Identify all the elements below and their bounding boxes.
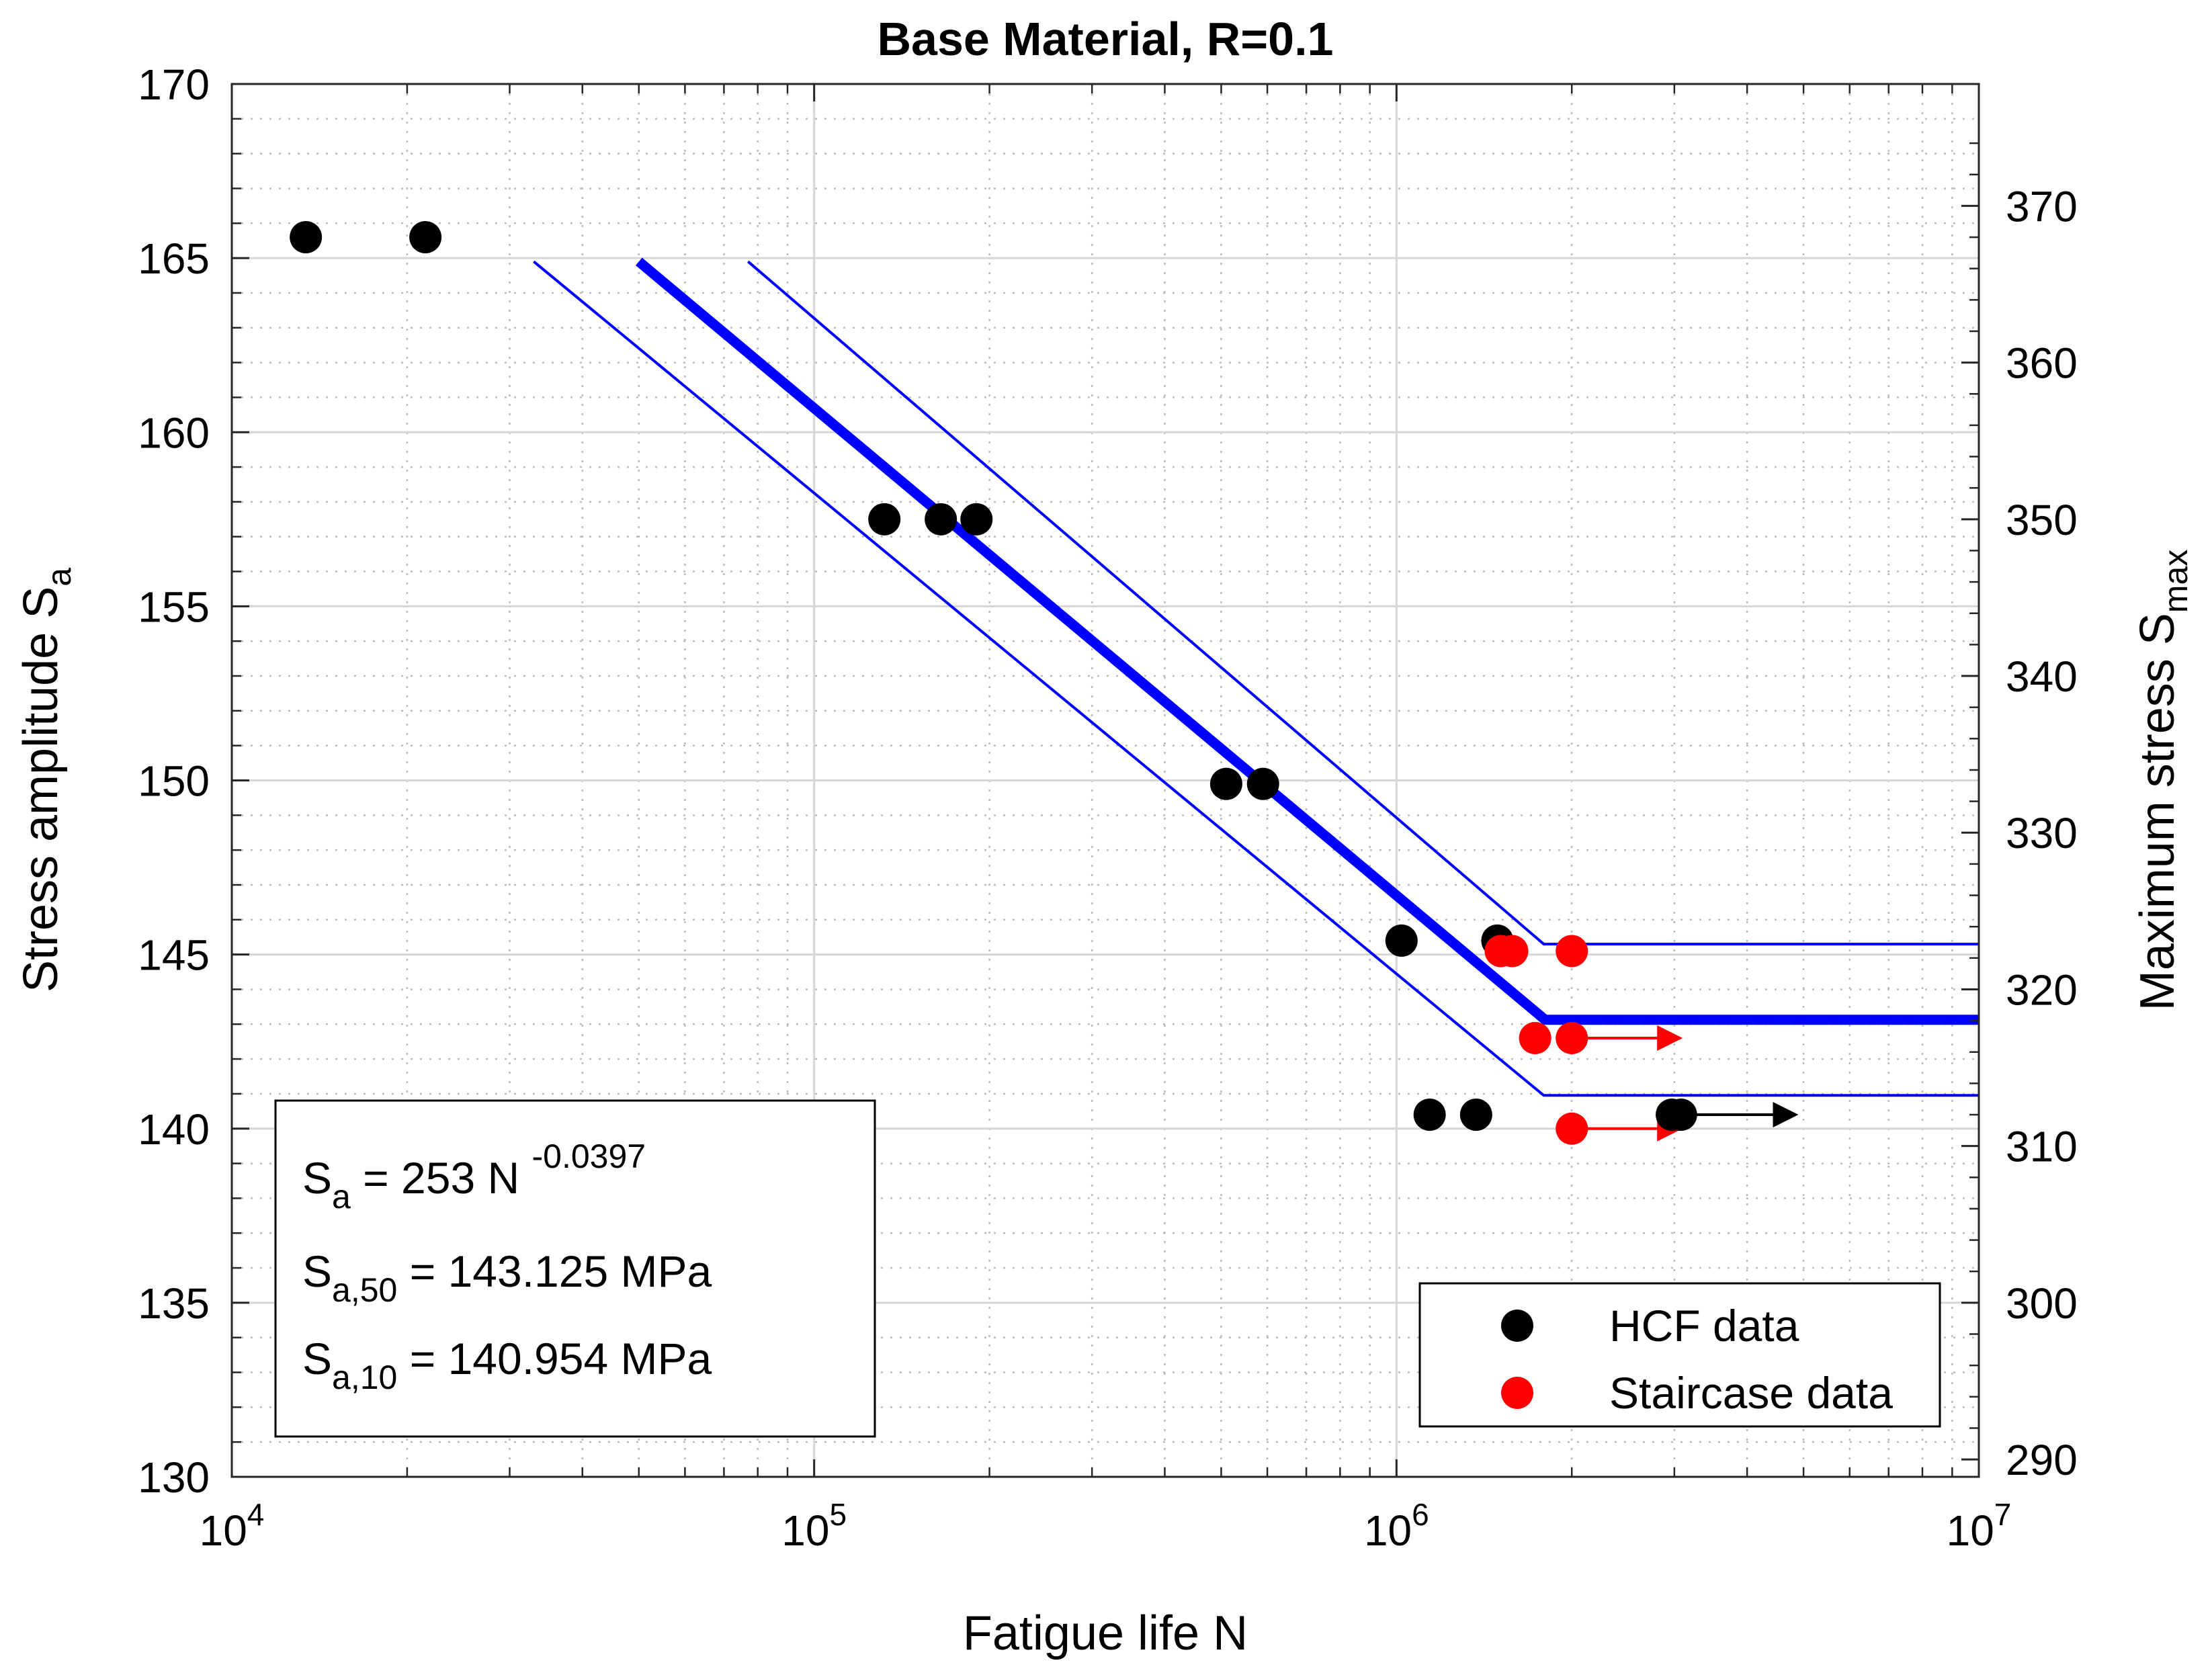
y2-tick-label: 290 — [2006, 1436, 2078, 1484]
eq1-sub: a — [332, 1178, 351, 1215]
y2-tick-label: 320 — [2006, 966, 2078, 1014]
y-tick-labels: 130 135 140 145 150 155 160 165 170 — [138, 60, 210, 1502]
y-tick-label: 135 — [138, 1279, 210, 1328]
eq3-rest: = 140.954 MPa — [397, 1334, 712, 1383]
chart-title: Base Material, R=0.1 — [878, 13, 1334, 65]
data-points — [290, 221, 1697, 1145]
hcf-data-point — [1385, 924, 1418, 957]
sn-curve-upper — [747, 260, 1979, 946]
y2-axis-label: Maximum stress Smax — [2131, 550, 2195, 1011]
equation-line-3: Sa,10 = 140.954 MPa — [302, 1334, 712, 1396]
y2-tick-label: 370 — [2006, 182, 2078, 230]
hcf-data-point — [290, 221, 323, 254]
eq2-main: S — [302, 1246, 332, 1296]
y-tick-label: 150 — [138, 757, 210, 806]
staircase-data-point — [1496, 935, 1529, 968]
y-tick-label: 165 — [138, 234, 210, 283]
staircase-data-point — [1556, 1022, 1588, 1055]
legend-label-staircase: Staircase data — [1609, 1368, 1893, 1418]
sn-curve-lower — [533, 260, 1979, 1097]
y-tick-label: 160 — [138, 409, 210, 457]
x-axis-label: Fatigue life N — [963, 1607, 1248, 1660]
hcf-data-point — [925, 503, 958, 536]
y-tick-label: 130 — [138, 1453, 210, 1502]
hcf-data-point — [960, 503, 993, 536]
y-tick-label: 140 — [138, 1105, 210, 1154]
y2-tick-label: 330 — [2006, 809, 2078, 857]
y2-tick-labels: 290 300 310 320 330 340 350 360 370 — [2006, 182, 2078, 1484]
staircase-data-point — [1556, 935, 1588, 968]
y2-axis-label-main: Maximum stress S — [2131, 613, 2184, 1011]
hcf-data-point — [1664, 1099, 1697, 1131]
y2-tick-label: 310 — [2006, 1123, 2078, 1171]
y-axis-label-sub: a — [40, 568, 78, 587]
y-axis-label-main: Stress amplitude S — [14, 587, 68, 992]
runout-arrow-head — [1657, 1025, 1683, 1052]
y2-axis-label-sub: max — [2157, 550, 2195, 613]
hcf-data-point — [1413, 1099, 1446, 1131]
legend: HCF data Staircase data — [1418, 1282, 1941, 1428]
equation-box: Sa = 253 N -0.0397 Sa,50 = 143.125 MPa S… — [274, 1099, 876, 1438]
x-tick-labels: 104 105 106 107 — [200, 1497, 2012, 1555]
y-tick-label: 155 — [138, 583, 210, 631]
hcf-data-point — [1459, 1099, 1492, 1131]
y-tick-label: 145 — [138, 931, 210, 980]
x-tick-exponent: 4 — [247, 1497, 265, 1532]
x-tick-label: 105 — [781, 1497, 847, 1555]
eq1-sup: -0.0397 — [532, 1138, 646, 1175]
equation-line-2: Sa,50 = 143.125 MPa — [302, 1246, 712, 1309]
hcf-data-point — [1209, 767, 1242, 800]
equation-box-frame — [274, 1099, 876, 1438]
legend-marker-staircase — [1501, 1377, 1533, 1409]
eq2-sub: a,50 — [332, 1271, 397, 1309]
eq3-sub: a,10 — [332, 1359, 397, 1396]
x-tick-label: 104 — [200, 1497, 265, 1555]
y2-tick-label: 360 — [2006, 339, 2078, 388]
y-tick-label: 170 — [138, 60, 210, 109]
equation-line-1: Sa = 253 N -0.0397 — [302, 1138, 646, 1215]
x-tick-base: 10 — [1947, 1506, 1994, 1555]
x-tick-label: 106 — [1364, 1497, 1429, 1555]
staircase-data-point — [1519, 1022, 1551, 1055]
legend-label-hcf: HCF data — [1609, 1301, 1799, 1351]
x-tick-exponent: 6 — [1412, 1497, 1429, 1532]
y2-tick-label: 300 — [2006, 1279, 2078, 1328]
x-tick-exponent: 7 — [1994, 1497, 2012, 1532]
y2-tick-label: 340 — [2006, 652, 2078, 701]
staircase-data-point — [1556, 1112, 1588, 1145]
x-tick-base: 10 — [781, 1506, 829, 1555]
hcf-data-point — [409, 221, 442, 254]
legend-marker-hcf — [1501, 1310, 1533, 1342]
y2-tick-label: 350 — [2006, 496, 2078, 544]
axis-ticks — [230, 83, 1980, 1478]
runout-arrow-head — [1773, 1102, 1799, 1128]
eq1-main: S — [302, 1153, 332, 1203]
x-tick-base: 10 — [1364, 1506, 1412, 1555]
eq2-rest: = 143.125 MPa — [397, 1246, 712, 1296]
hcf-data-point — [868, 503, 901, 536]
x-tick-exponent: 5 — [829, 1497, 847, 1532]
eq1-rest: = 253 N — [351, 1153, 532, 1203]
hcf-data-point — [1246, 767, 1279, 800]
x-tick-base: 10 — [200, 1506, 247, 1555]
x-tick-label: 107 — [1947, 1497, 2012, 1555]
eq3-main: S — [302, 1334, 332, 1383]
y-axis-label: Stress amplitude Sa — [14, 568, 78, 992]
